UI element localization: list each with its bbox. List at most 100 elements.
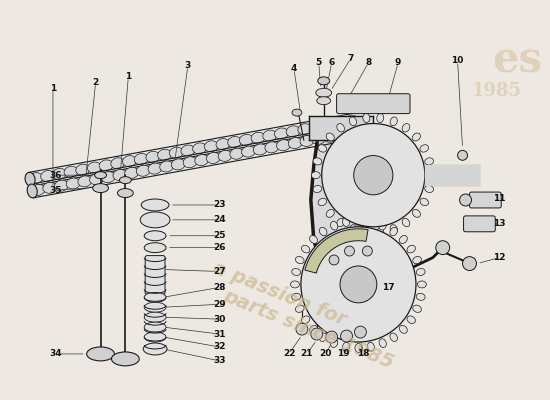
Ellipse shape bbox=[367, 218, 375, 226]
Text: 21: 21 bbox=[301, 350, 313, 358]
Ellipse shape bbox=[425, 186, 433, 192]
Ellipse shape bbox=[295, 305, 304, 312]
Ellipse shape bbox=[343, 218, 350, 226]
Text: 6: 6 bbox=[328, 58, 335, 68]
Text: 4: 4 bbox=[291, 64, 297, 74]
Circle shape bbox=[463, 257, 476, 270]
Ellipse shape bbox=[27, 184, 37, 198]
Ellipse shape bbox=[379, 339, 386, 348]
Ellipse shape bbox=[181, 145, 195, 156]
Ellipse shape bbox=[140, 212, 170, 228]
Polygon shape bbox=[29, 113, 359, 186]
Ellipse shape bbox=[95, 172, 107, 179]
Ellipse shape bbox=[292, 293, 301, 300]
Polygon shape bbox=[311, 130, 368, 304]
Text: 20: 20 bbox=[320, 350, 332, 358]
Ellipse shape bbox=[195, 154, 208, 166]
Circle shape bbox=[362, 246, 372, 256]
Ellipse shape bbox=[141, 199, 169, 211]
Circle shape bbox=[329, 255, 339, 265]
Ellipse shape bbox=[390, 225, 397, 233]
Ellipse shape bbox=[64, 166, 78, 177]
Text: 17: 17 bbox=[382, 283, 394, 292]
Ellipse shape bbox=[206, 152, 221, 164]
Ellipse shape bbox=[169, 147, 183, 158]
Ellipse shape bbox=[144, 243, 166, 253]
Ellipse shape bbox=[320, 227, 327, 236]
Text: 8: 8 bbox=[365, 58, 371, 68]
Ellipse shape bbox=[301, 245, 310, 253]
Ellipse shape bbox=[101, 172, 115, 183]
Ellipse shape bbox=[239, 134, 253, 145]
Ellipse shape bbox=[390, 117, 397, 126]
Text: 23: 23 bbox=[213, 200, 226, 210]
Ellipse shape bbox=[183, 157, 197, 168]
Text: 25: 25 bbox=[213, 231, 226, 240]
Text: 28: 28 bbox=[213, 283, 226, 292]
Ellipse shape bbox=[87, 347, 114, 361]
Ellipse shape bbox=[402, 124, 410, 132]
Ellipse shape bbox=[295, 256, 304, 264]
Ellipse shape bbox=[92, 184, 108, 192]
Ellipse shape bbox=[426, 172, 435, 179]
Text: 36: 36 bbox=[50, 171, 62, 180]
Ellipse shape bbox=[349, 117, 356, 126]
Circle shape bbox=[354, 156, 393, 195]
Ellipse shape bbox=[310, 325, 317, 333]
Ellipse shape bbox=[310, 236, 317, 244]
Text: 13: 13 bbox=[493, 219, 505, 228]
Ellipse shape bbox=[144, 231, 166, 241]
Ellipse shape bbox=[317, 97, 331, 105]
Ellipse shape bbox=[412, 256, 421, 264]
Ellipse shape bbox=[216, 139, 230, 150]
Ellipse shape bbox=[218, 150, 232, 161]
Ellipse shape bbox=[144, 322, 166, 332]
Text: 1: 1 bbox=[50, 84, 56, 93]
Ellipse shape bbox=[136, 165, 150, 176]
Ellipse shape bbox=[241, 146, 255, 157]
Text: 11: 11 bbox=[493, 194, 505, 202]
Ellipse shape bbox=[425, 158, 433, 165]
Ellipse shape bbox=[402, 218, 410, 227]
Ellipse shape bbox=[331, 221, 338, 230]
Ellipse shape bbox=[416, 268, 425, 276]
Ellipse shape bbox=[144, 292, 166, 302]
Text: 26: 26 bbox=[213, 243, 226, 252]
Ellipse shape bbox=[118, 188, 133, 198]
Ellipse shape bbox=[412, 305, 421, 312]
Ellipse shape bbox=[355, 344, 362, 352]
Ellipse shape bbox=[192, 143, 206, 154]
Ellipse shape bbox=[355, 216, 362, 225]
Text: 19: 19 bbox=[337, 350, 350, 358]
Ellipse shape bbox=[125, 167, 139, 178]
Ellipse shape bbox=[399, 236, 408, 244]
Text: a passion for: a passion for bbox=[210, 259, 349, 330]
Ellipse shape bbox=[134, 154, 148, 164]
Text: 3: 3 bbox=[185, 62, 191, 70]
Ellipse shape bbox=[321, 120, 335, 130]
Polygon shape bbox=[31, 124, 361, 198]
Text: 1985: 1985 bbox=[472, 82, 522, 100]
Ellipse shape bbox=[316, 88, 332, 97]
Circle shape bbox=[326, 331, 338, 343]
Ellipse shape bbox=[251, 132, 265, 143]
Ellipse shape bbox=[326, 210, 334, 217]
Ellipse shape bbox=[76, 164, 90, 175]
Ellipse shape bbox=[318, 198, 327, 206]
Text: parts since 1985: parts since 1985 bbox=[221, 286, 397, 372]
Ellipse shape bbox=[323, 131, 337, 142]
Ellipse shape bbox=[160, 161, 174, 172]
Ellipse shape bbox=[377, 228, 384, 237]
Ellipse shape bbox=[263, 130, 277, 141]
Ellipse shape bbox=[417, 281, 426, 288]
Ellipse shape bbox=[277, 140, 290, 151]
Ellipse shape bbox=[379, 221, 386, 230]
Ellipse shape bbox=[312, 133, 326, 144]
Text: 32: 32 bbox=[213, 342, 226, 352]
Circle shape bbox=[458, 150, 468, 160]
Ellipse shape bbox=[310, 122, 323, 133]
Text: 10: 10 bbox=[452, 56, 464, 66]
Ellipse shape bbox=[346, 127, 361, 138]
Ellipse shape bbox=[230, 148, 244, 159]
Ellipse shape bbox=[292, 109, 302, 116]
